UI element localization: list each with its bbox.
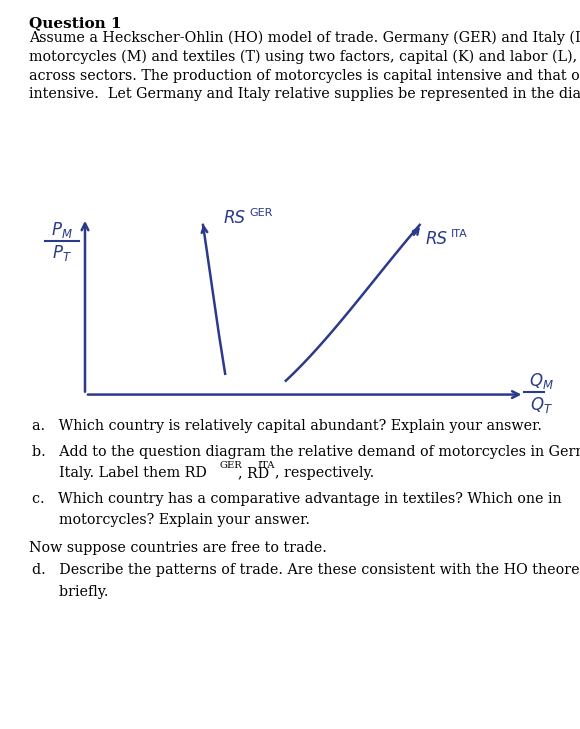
Text: $P_T$: $P_T$ xyxy=(52,243,72,262)
Text: a.   Which country is relatively capital abundant? Explain your answer.: a. Which country is relatively capital a… xyxy=(32,419,542,433)
Text: RS: RS xyxy=(223,209,245,227)
Text: across sectors. The production of motorcycles is capital intensive and that of t: across sectors. The production of motorc… xyxy=(29,69,580,82)
Text: $Q_M$: $Q_M$ xyxy=(528,371,553,391)
Text: ITA: ITA xyxy=(451,229,468,238)
Text: b.   Add to the question diagram the relative demand of motorcycles in Germany a: b. Add to the question diagram the relat… xyxy=(32,445,580,459)
Text: motorcycles (M) and textiles (T) using two factors, capital (K) and labor (L), t: motorcycles (M) and textiles (T) using t… xyxy=(29,50,580,64)
Text: Question 1: Question 1 xyxy=(29,16,122,30)
Text: , respectively.: , respectively. xyxy=(275,466,374,480)
Text: d.   Describe the patterns of trade. Are these consistent with the HO theorem? E: d. Describe the patterns of trade. Are t… xyxy=(32,563,580,577)
Text: $P_M$: $P_M$ xyxy=(51,220,73,240)
Text: RS: RS xyxy=(426,230,448,248)
Text: briefly.: briefly. xyxy=(32,585,108,599)
Text: c.   Which country has a comparative advantage in textiles? Which one in: c. Which country has a comparative advan… xyxy=(32,492,561,506)
Text: Italy. Label them RD: Italy. Label them RD xyxy=(32,466,207,480)
Text: ITA: ITA xyxy=(258,461,275,470)
Text: $Q_T$: $Q_T$ xyxy=(530,395,553,415)
Text: Now suppose countries are free to trade.: Now suppose countries are free to trade. xyxy=(29,541,327,555)
Text: GER: GER xyxy=(249,208,273,218)
Text: motorcycles? Explain your answer.: motorcycles? Explain your answer. xyxy=(32,513,310,527)
Text: intensive.  Let Germany and Italy relative supplies be represented in the diagra: intensive. Let Germany and Italy relativ… xyxy=(29,87,580,101)
Text: GER: GER xyxy=(219,461,242,470)
Text: Assume a Heckscher-Ohlin (HO) model of trade. Germany (GER) and Italy (ITA) prod: Assume a Heckscher-Ohlin (HO) model of t… xyxy=(29,31,580,45)
Text: , RD: , RD xyxy=(238,466,270,480)
